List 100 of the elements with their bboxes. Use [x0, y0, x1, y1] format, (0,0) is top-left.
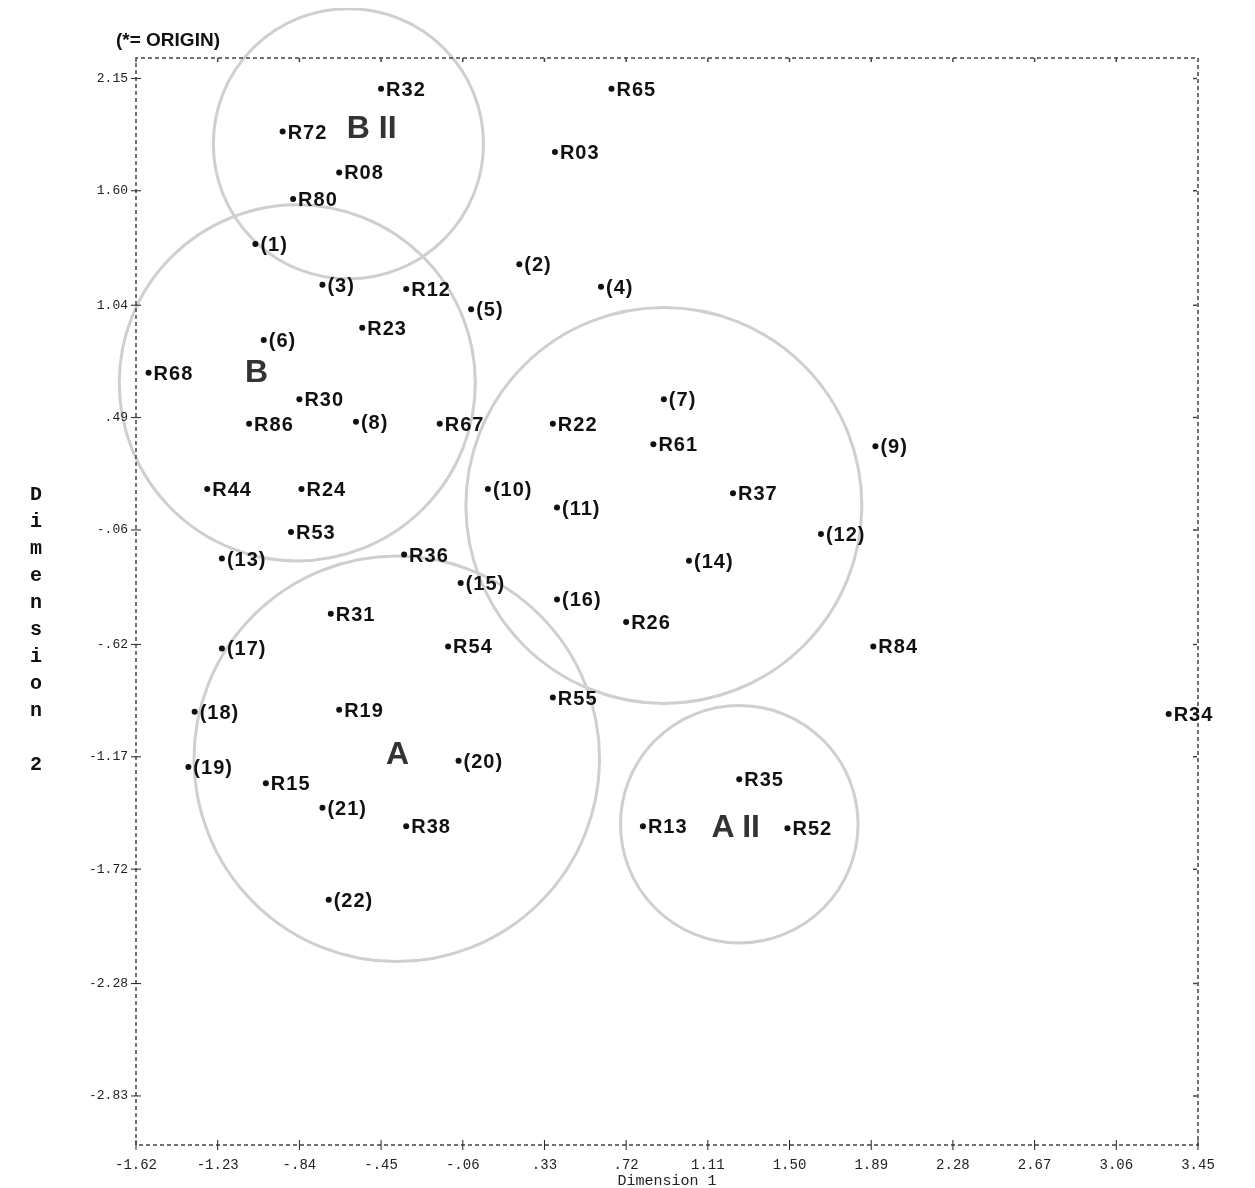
point — [298, 486, 305, 493]
point — [204, 486, 211, 493]
point — [378, 85, 385, 92]
point — [455, 757, 462, 764]
y-tick-label: -.06 — [96, 522, 128, 538]
series-label: R54 — [453, 635, 493, 658]
point — [246, 420, 253, 427]
text: (*= ORIGIN) — [116, 29, 220, 50]
x-tick-label: 2.28 — [936, 1157, 970, 1173]
point — [185, 764, 192, 770]
y-tick-label: -1.72 — [88, 861, 128, 877]
series-label: (19) — [193, 756, 233, 778]
x-tick-label: 1.89 — [854, 1157, 889, 1173]
point — [872, 443, 879, 450]
point — [288, 529, 295, 536]
series-label: (21) — [327, 796, 367, 819]
annotation: B II — [346, 109, 397, 146]
series-label: R13 — [647, 815, 688, 838]
series-label: R68 — [153, 361, 194, 384]
x-tick-label: 1.50 — [772, 1157, 807, 1173]
point — [436, 420, 443, 427]
series-label: (4) — [606, 275, 634, 298]
point — [336, 169, 343, 176]
point — [468, 306, 475, 313]
x-axis-title: Dimension 1 — [617, 1173, 717, 1188]
x-tick-label: -1.23 — [196, 1157, 239, 1173]
series-label: R67 — [444, 412, 485, 435]
series-label: R44 — [212, 478, 252, 501]
y-tick-label: -1.17 — [88, 749, 128, 765]
series-label: R19 — [344, 698, 384, 721]
series-label: R32 — [386, 77, 426, 100]
x-tick-label: -.06 — [445, 1157, 480, 1173]
point — [191, 708, 198, 715]
series-label: (5) — [476, 298, 504, 321]
point — [1165, 710, 1172, 717]
series-label: R53 — [296, 521, 336, 544]
point — [549, 694, 556, 701]
point — [290, 195, 297, 202]
series-label: R34 — [1173, 702, 1214, 725]
point — [403, 285, 410, 292]
series-label: (9) — [880, 435, 908, 458]
point — [685, 557, 692, 564]
series-label: (11) — [562, 496, 601, 519]
point — [817, 531, 824, 538]
y-tick-label: -2.83 — [88, 1088, 128, 1104]
point — [598, 283, 605, 290]
y-axis-title: Dimension 2 — [24, 483, 48, 780]
series-label: (6) — [268, 328, 297, 351]
x-tick-label: -.45 — [364, 1157, 398, 1173]
series-label: R61 — [658, 433, 699, 456]
series-label: R86 — [254, 412, 294, 435]
series-label: R65 — [616, 77, 657, 100]
point — [554, 504, 561, 511]
series-label: (18) — [199, 700, 240, 723]
point — [784, 825, 791, 832]
series-label: R55 — [557, 686, 598, 709]
point — [403, 823, 410, 830]
y-tick-label: 1.60 — [96, 183, 128, 199]
series-label: (13) — [226, 547, 267, 570]
point — [516, 261, 523, 268]
point — [401, 551, 408, 558]
y-tick-label: .49 — [104, 410, 128, 426]
x-tick-label: -1.62 — [114, 1157, 158, 1173]
series-label: R84 — [878, 635, 919, 658]
annotation: A — [386, 734, 410, 771]
series-label: (16) — [562, 588, 602, 611]
series-label: (8) — [360, 410, 389, 433]
point — [608, 85, 615, 92]
point — [325, 896, 332, 903]
y-tick-label: 1.04 — [96, 297, 129, 313]
series-label: (14) — [693, 549, 734, 572]
series-label: R35 — [744, 768, 784, 791]
series-label: R38 — [411, 815, 451, 838]
series-label: (7) — [668, 388, 697, 411]
x-tick-label: .33 — [531, 1157, 558, 1173]
point — [252, 240, 259, 247]
point — [218, 555, 225, 562]
point — [319, 281, 326, 288]
series-label: (12) — [825, 523, 866, 546]
point — [623, 618, 630, 625]
series-label: R72 — [287, 120, 328, 143]
point — [296, 396, 303, 403]
series-label: (15) — [465, 572, 506, 595]
series-label: (20) — [463, 749, 504, 772]
point — [554, 596, 561, 603]
series-label: R15 — [270, 772, 311, 795]
point — [870, 643, 877, 650]
series-label: R31 — [335, 602, 376, 625]
x-tick-label: 2.67 — [1017, 1157, 1052, 1173]
point — [327, 610, 334, 617]
x-tick-label: 1.11 — [691, 1157, 725, 1173]
series-label: R24 — [306, 478, 347, 501]
point — [549, 420, 556, 427]
series-label: R36 — [409, 543, 449, 566]
series-label: R12 — [411, 277, 451, 300]
series-label: R22 — [557, 412, 598, 435]
point — [729, 490, 736, 497]
series-label: (10) — [492, 478, 533, 501]
point — [218, 645, 225, 652]
point — [145, 369, 152, 376]
